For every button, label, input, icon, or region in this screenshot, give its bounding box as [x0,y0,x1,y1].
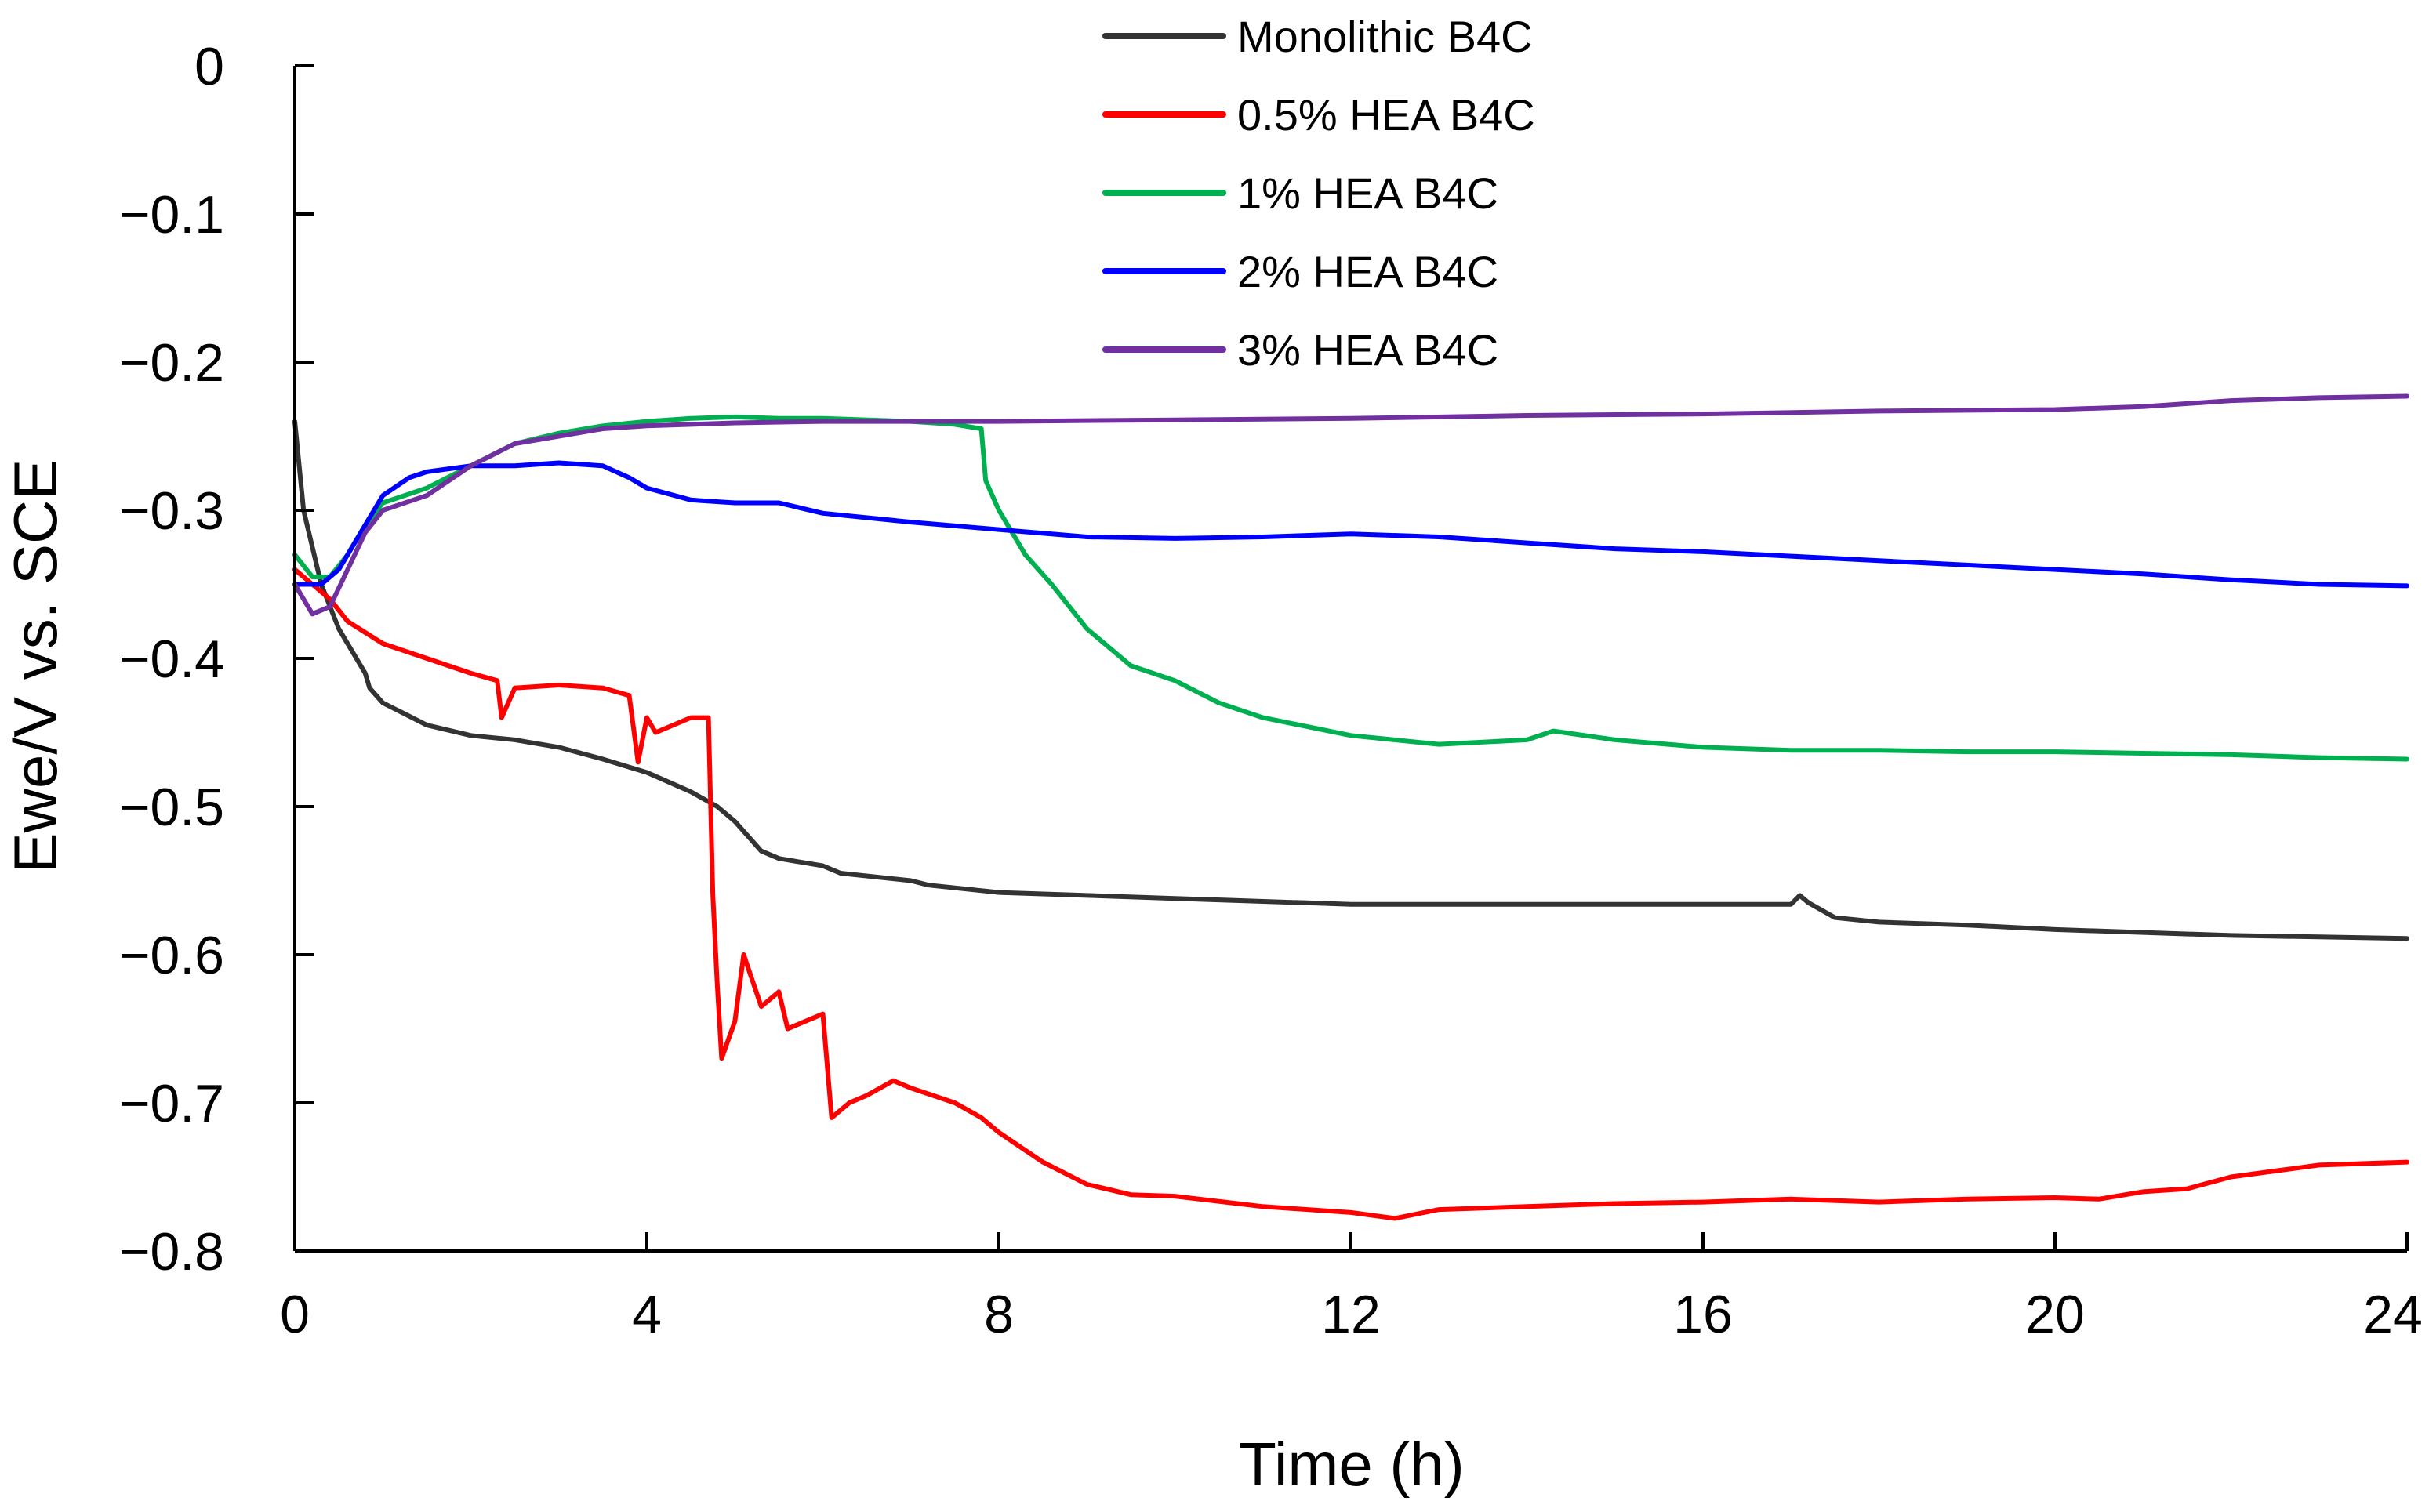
legend-label-3: 1% HEA B4C [1237,169,1498,218]
y-tick-label: −0.6 [119,926,224,985]
y-tick-label: −0.5 [119,778,224,837]
legend-label-4: 2% HEA B4C [1237,247,1498,296]
series-line-4 [292,460,2409,589]
y-tick-label: −0.4 [119,629,224,689]
y-tick-label: −0.2 [119,333,224,393]
x-axis-title: Time (h) [1239,1430,1464,1499]
y-tick-label: 0 [194,37,224,96]
legend-label-1: Monolithic B4C [1237,12,1533,61]
series-line-2 [292,567,2409,1221]
y-tick-label: −0.1 [119,185,224,245]
y-tick-label: −0.7 [119,1074,224,1133]
axes-group: 0 −0.1 −0.2 −0.3 −0.4 −0.5 −0.6 −0.7 −0.8 0 4 8 12 16… [119,37,2423,1344]
series-group [292,393,2409,1221]
x-tick-label: 16 [1673,1285,1733,1344]
x-tick-label: 0 [280,1285,310,1344]
legend-label-2: 0.5% HEA B4C [1237,90,1535,140]
x-tick-label: 8 [984,1285,1014,1344]
y-axis-title: Ewe/V vs. SCE [1,459,70,874]
x-tick-label: 4 [632,1285,662,1344]
series-line-1 [292,419,2409,941]
x-tick-label: 20 [2025,1285,2085,1344]
legend-label-5: 3% HEA B4C [1237,325,1498,375]
x-tick-label: 12 [1321,1285,1381,1344]
y-tick-label: −0.3 [119,481,224,541]
legend: Monolithic B4C 0.5% HEA B4C 1% HEA B4C 2% H… [1102,12,1535,375]
y-tick-label: −0.8 [119,1222,224,1282]
series-line-5 [292,393,2409,617]
x-tick-label: 24 [2363,1285,2423,1344]
